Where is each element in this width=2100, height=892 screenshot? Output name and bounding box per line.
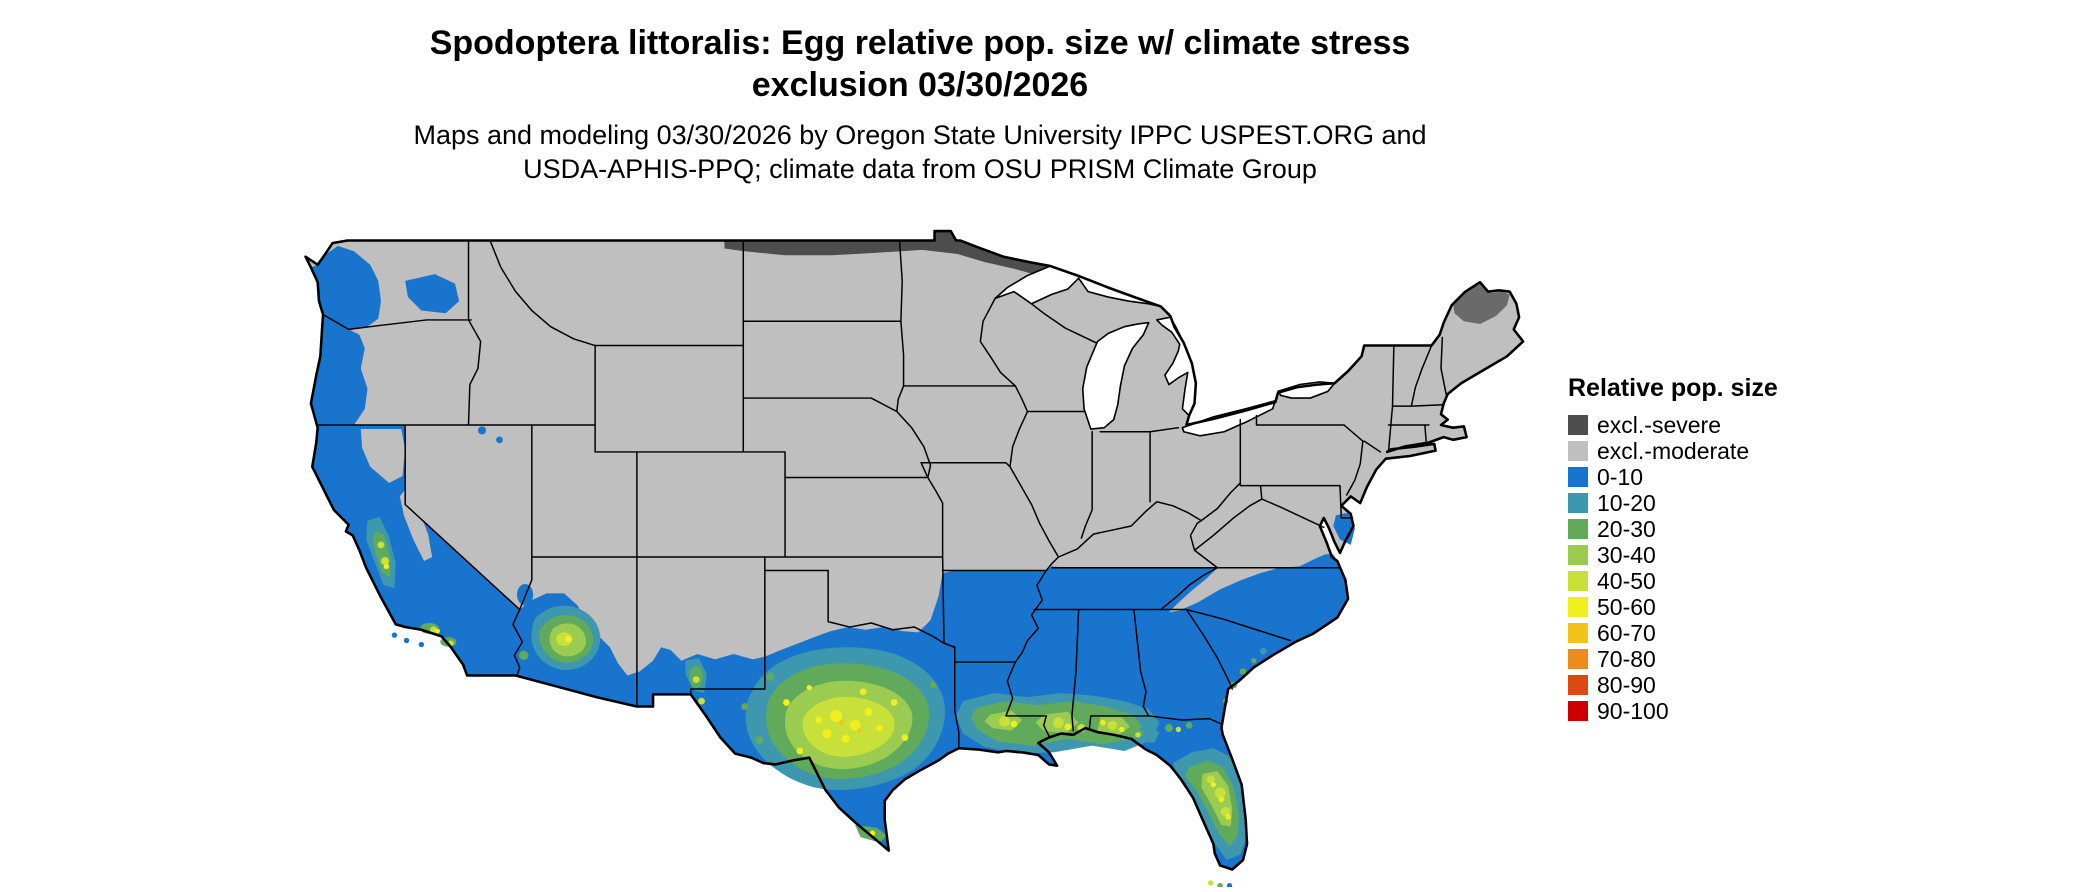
state-borders — [315, 239, 1448, 750]
region-50-60-speckles — [383, 563, 1231, 836]
legend-swatch — [1568, 441, 1588, 461]
title-line-1: Spodoptera littoralis: Egg relative pop.… — [429, 24, 1411, 62]
legend-swatch — [1568, 415, 1588, 435]
legend-swatch — [1568, 597, 1588, 617]
legend-item: 80-90 — [1568, 672, 1868, 698]
page-title: Spodoptera littoralis: Egg relative pop.… — [0, 22, 1840, 106]
legend-swatch — [1568, 519, 1588, 539]
legend-item: 30-40 — [1568, 542, 1868, 568]
legend-swatch — [1568, 675, 1588, 695]
legend-item: 0-10 — [1568, 464, 1868, 490]
legend-label: 70-80 — [1597, 646, 1656, 672]
legend-item: excl.-moderate — [1568, 438, 1868, 464]
legend-item: 10-20 — [1568, 490, 1868, 516]
figure-subtitle: Maps and modeling 03/30/2026 by Oregon S… — [0, 118, 1840, 186]
legend-label: 10-20 — [1597, 490, 1656, 516]
legend-label: 30-40 — [1597, 542, 1656, 568]
legend-swatch — [1568, 493, 1588, 513]
legend-swatch — [1568, 545, 1588, 565]
legend-label: 20-30 — [1597, 516, 1656, 542]
us-map — [300, 227, 1526, 887]
legend-label: 60-70 — [1597, 620, 1656, 646]
legend-label: 0-10 — [1597, 464, 1644, 490]
region-60-70-speckles — [839, 720, 862, 733]
legend-label: 90-100 — [1597, 698, 1669, 724]
legend-item: 90-100 — [1568, 698, 1868, 724]
legend-item: 50-60 — [1568, 594, 1868, 620]
legend-item: 70-80 — [1568, 646, 1868, 672]
region-excl-severe — [724, 231, 1510, 324]
legend-swatch — [1568, 571, 1588, 591]
legend-label: 80-90 — [1597, 672, 1656, 698]
legend-label: 40-50 — [1597, 568, 1656, 594]
legend-item: 20-30 — [1568, 516, 1868, 542]
legend-swatch — [1568, 467, 1588, 487]
legend-label: excl.-moderate — [1597, 438, 1750, 464]
legend-swatch — [1568, 701, 1588, 721]
subtitle-line-1: Maps and modeling 03/30/2026 by Oregon S… — [413, 120, 1427, 150]
legend-items: excl.-severe excl.-moderate 0-10 10-20 20-30… — [1568, 412, 1868, 724]
legend-item: 40-50 — [1568, 568, 1868, 594]
national-border — [304, 229, 1525, 871]
legend-label: excl.-severe — [1597, 412, 1721, 438]
legend-swatch — [1568, 623, 1588, 643]
lake-michigan — [1081, 321, 1150, 430]
legend-item: excl.-severe — [1568, 412, 1868, 438]
subtitle-line-2: USDA-APHIS-PPQ; climate data from OSU PR… — [523, 154, 1317, 184]
legend-item: 60-70 — [1568, 620, 1868, 646]
lake-ontario — [1277, 381, 1336, 399]
legend-swatch — [1568, 649, 1588, 669]
map-legend: Relative pop. size excl.-severe excl.-mod… — [1568, 374, 1868, 727]
title-line-2: exclusion 03/30/2026 — [751, 66, 1089, 104]
legend-label: 50-60 — [1597, 594, 1656, 620]
legend-title: Relative pop. size — [1568, 374, 1778, 402]
